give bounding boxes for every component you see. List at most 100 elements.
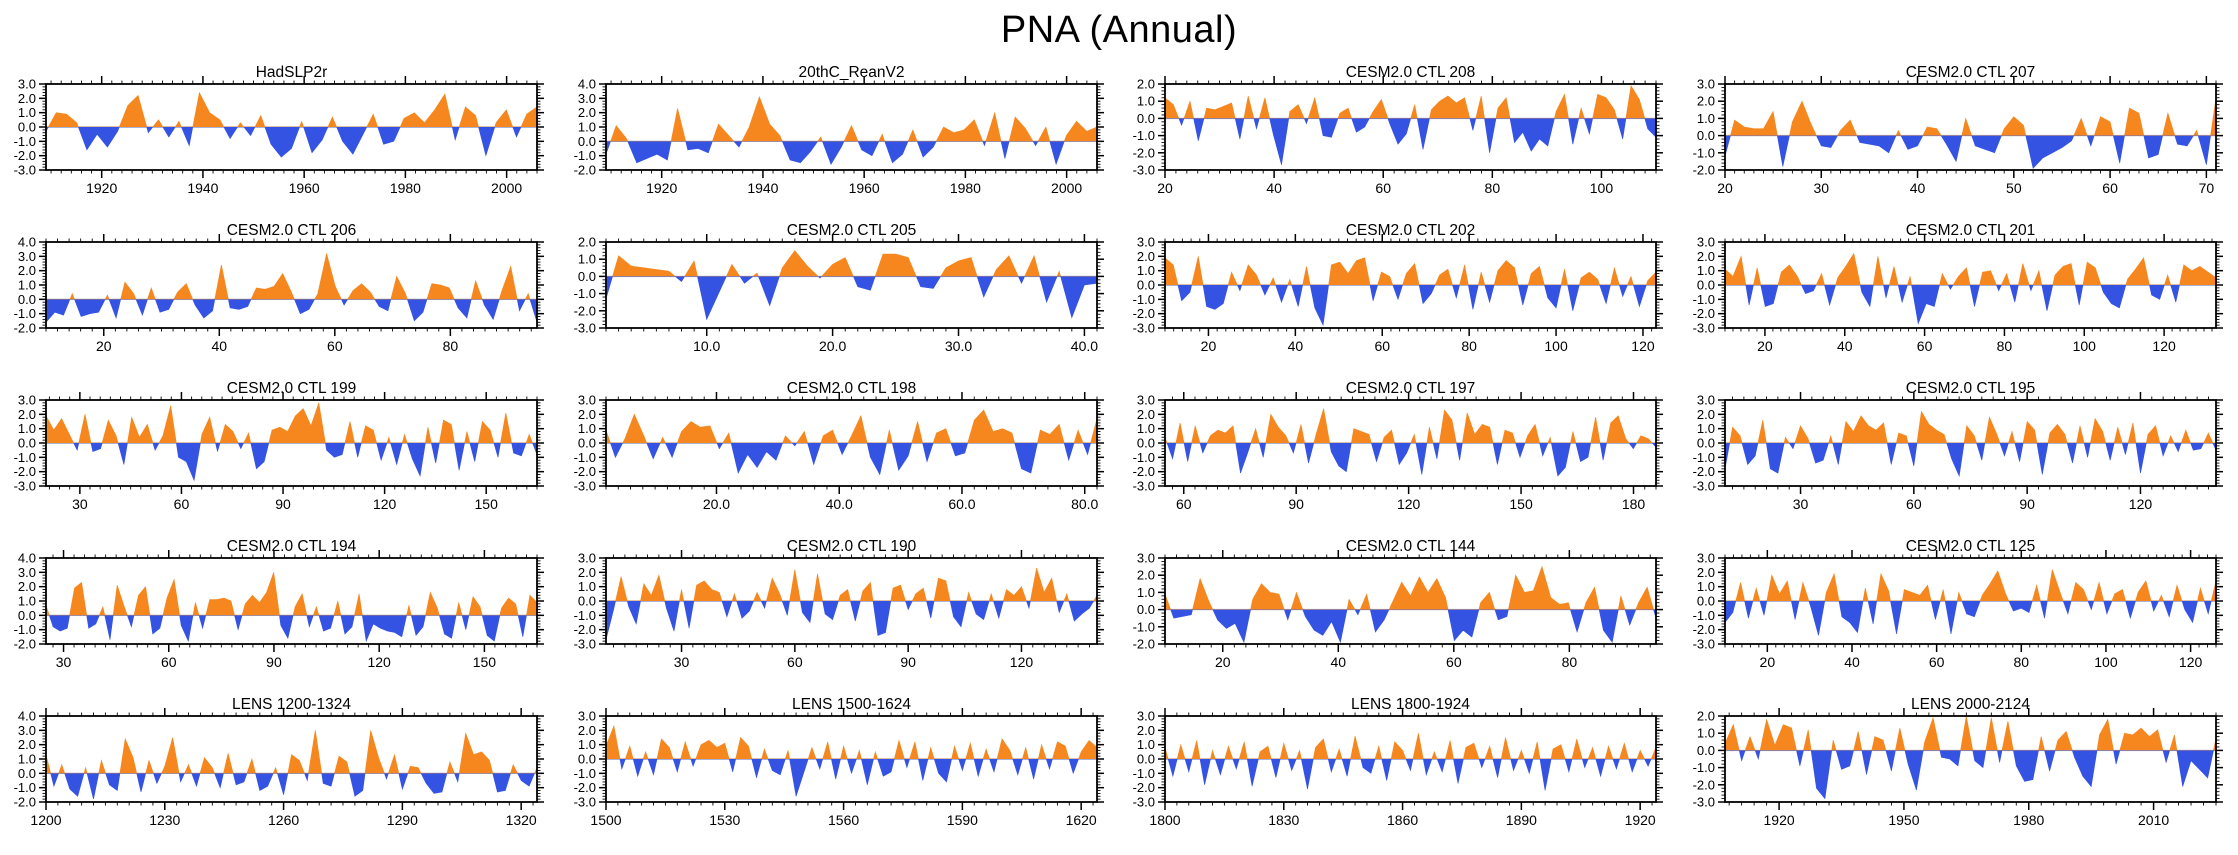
chart-panel: CESM2.0 CTL 202 -3.0 -2.0 -1.0 0.0 1.0 2.0 3.0 2… [1119, 218, 1678, 376]
tick-label: -1.0 [1133, 128, 1155, 143]
panel-lens-2000-2124: LENS 2000-2124 -3.0 -2.0 -1.0 0.0 1.0 2.0 1920 1… [1692, 696, 2223, 828]
tick-label: 0.0 [1696, 743, 1714, 758]
tick-label: 20 [1757, 338, 1773, 354]
tick-label: 40.0 [825, 496, 852, 512]
tick-label: 180 [1622, 496, 1646, 512]
tick-label: -3.0 [573, 321, 595, 336]
tick-label: 2.0 [577, 407, 595, 422]
tick-label: 40 [1288, 338, 1304, 354]
tick-label: 2.0 [18, 91, 36, 106]
tick-label: 90 [2019, 496, 2035, 512]
tick-label: 1.0 [1696, 263, 1714, 278]
tick-label: -3.0 [1133, 321, 1155, 336]
tick-label: 80 [1485, 180, 1501, 196]
chart-panel: LENS 1200-1324 -2.0 -1.0 0.0 1.0 2.0 3.0 4.0 120… [0, 692, 559, 850]
chart-panel: LENS 1800-1924 -3.0 -2.0 -1.0 0.0 1.0 2.0 3.0 18… [1119, 692, 1678, 850]
tick-label: -1.0 [14, 780, 36, 795]
tick-label: 2.0 [1137, 407, 1155, 422]
tick-label: 1980 [390, 180, 421, 196]
tick-label: 2010 [2138, 812, 2169, 828]
tick-label: 2.0 [1137, 723, 1155, 738]
tick-label: 0.0 [577, 269, 595, 284]
panel-cesm2-0-ctl-198: CESM2.0 CTL 198 -3.0-2.0-1.00.01.02.03.0 2… [573, 380, 1104, 512]
panel-cesm2-0-ctl-207: CESM2.0 CTL 207 -2.0 -1.0 0.0 1.0 2.0 3.0 20 30 4… [1692, 64, 2223, 196]
tick-label: -3.0 [1133, 795, 1155, 810]
tick-label: 80 [1996, 338, 2012, 354]
tick-label: 80.0 [1071, 496, 1098, 512]
page-title: PNA (Annual) [1000, 8, 1238, 51]
tick-label: 1590 [946, 812, 977, 828]
tick-label: 1.0 [1137, 263, 1155, 278]
tick-label: 20.0 [818, 338, 845, 354]
chart-panel: CESM2.0 CTL 201 -3.0 -2.0 -1.0 0.0 1.0 2.0 3.0 2… [1679, 218, 2238, 376]
tick-label: 3.0 [1696, 551, 1714, 566]
tick-label: 120 [1397, 496, 1421, 512]
chart-panel: LENS 1500-1624 -3.0 -2.0 -1.0 0.0 1.0 2.0 3.0 15… [560, 692, 1119, 850]
tick-label: 60 [787, 654, 803, 670]
tick-label: 60 [1928, 654, 1944, 670]
tick-label: 1920 [86, 180, 117, 196]
tick-label: 3.0 [577, 709, 595, 724]
tick-label: 80 [1562, 654, 1578, 670]
tick-label: 20 [1201, 338, 1217, 354]
tick-label: 3.0 [1696, 235, 1714, 250]
tick-label: 70 [2198, 180, 2214, 196]
tick-label: 3.0 [18, 249, 36, 264]
tick-label: 3.0 [1137, 709, 1155, 724]
tick-label: 1960 [289, 180, 320, 196]
tick-label: 4.0 [18, 709, 36, 724]
tick-label: 1560 [828, 812, 859, 828]
tick-label: 1860 [1387, 812, 1418, 828]
tick-label: -2.0 [14, 637, 36, 652]
tick-label: 2.0 [1696, 565, 1714, 580]
chart-panel: CESM2.0 CTL 206 -2.0 -1.0 0.0 1.0 2.0 3.0 4.0 20… [0, 218, 559, 376]
tick-label: 40 [1266, 180, 1282, 196]
chart-panel: CESM2.0 CTL 207 -2.0 -1.0 0.0 1.0 2.0 3.0 20 30 4… [1679, 60, 2238, 218]
tick-label: 30.0 [944, 338, 971, 354]
tick-label: 60 [2102, 180, 2118, 196]
panel-cesm2-0-ctl-197: CESM2.0 CTL 197 -3.0-2.0-1.00.01.02.03.0 6… [1133, 380, 1663, 512]
tick-label: 2.0 [1137, 568, 1155, 583]
tick-label: -1.0 [1133, 450, 1155, 465]
tick-label: -3.0 [1133, 163, 1155, 178]
tick-label: -1.0 [573, 450, 595, 465]
tick-label: -1.0 [1133, 292, 1155, 307]
tick-label: 1940 [187, 180, 218, 196]
panel-lens-1500-1624: LENS 1500-1624 -3.0-2.0-1.00.01.02.03.0 15… [573, 696, 1104, 828]
tick-label: 0.0 [577, 436, 595, 451]
tick-label: 2.0 [18, 579, 36, 594]
tick-label: 60 [327, 338, 343, 354]
tick-label: 60 [1375, 180, 1391, 196]
tick-label: 1920 [646, 180, 677, 196]
tick-label: 1920 [1625, 812, 1656, 828]
panel-title: CESM2.0 CTL 201 [1905, 222, 2035, 239]
tick-label: 1960 [848, 180, 879, 196]
tick-label: -1.0 [14, 450, 36, 465]
tick-label: 0.0 [1137, 436, 1155, 451]
tick-label: -2.0 [1133, 306, 1155, 321]
tick-label: 1920 [1763, 812, 1794, 828]
tick-label: 120 [2128, 496, 2152, 512]
tick-label: 30 [673, 654, 689, 670]
tick-label: 1890 [1506, 812, 1537, 828]
tick-label: 120 [2178, 654, 2202, 670]
chart-panel: CESM2.0 CTL 205 -3.0 -2.0 -1.0 0.0 1.0 2.0 10.0… [560, 218, 1119, 376]
tick-label: -3.0 [1692, 637, 1714, 652]
tick-label: 3.0 [1137, 235, 1155, 250]
tick-label: 3.0 [1137, 393, 1155, 408]
tick-label: 0.0 [1137, 278, 1155, 293]
tick-label: 90 [275, 496, 291, 512]
tick-label: 30 [1792, 496, 1808, 512]
chart-panel: CESM2.0 CTL 144 -2.0 -1.0 0.0 1.0 2.0 3.0 20 40 6… [1119, 534, 1678, 692]
tick-label: 0.0 [577, 134, 595, 149]
panel-title: CESM2.0 CTL 125 [1905, 538, 2035, 555]
panel-title: CESM2.0 CTL 194 [227, 538, 357, 555]
panel-title: CESM2.0 CTL 144 [1346, 538, 1476, 555]
panel-cesm2-0-ctl-194: CESM2.0 CTL 194 -2.0-1.00.01.02.03.04.0 30… [14, 538, 544, 670]
chart-panel: CESM2.0 CTL 197 -3.0 -2.0 -1.0 0.0 1.0 2.0 3.0 6… [1119, 376, 1678, 534]
panel-cesm2-0-ctl-190: CESM2.0 CTL 190 -3.0-2.0-1.00.01.02.03.0 3… [573, 538, 1104, 670]
tick-label: 2.0 [577, 235, 595, 250]
tick-label: 120 [1009, 654, 1033, 670]
tick-label: 40 [1836, 338, 1852, 354]
tick-label: -1.0 [1692, 608, 1714, 623]
